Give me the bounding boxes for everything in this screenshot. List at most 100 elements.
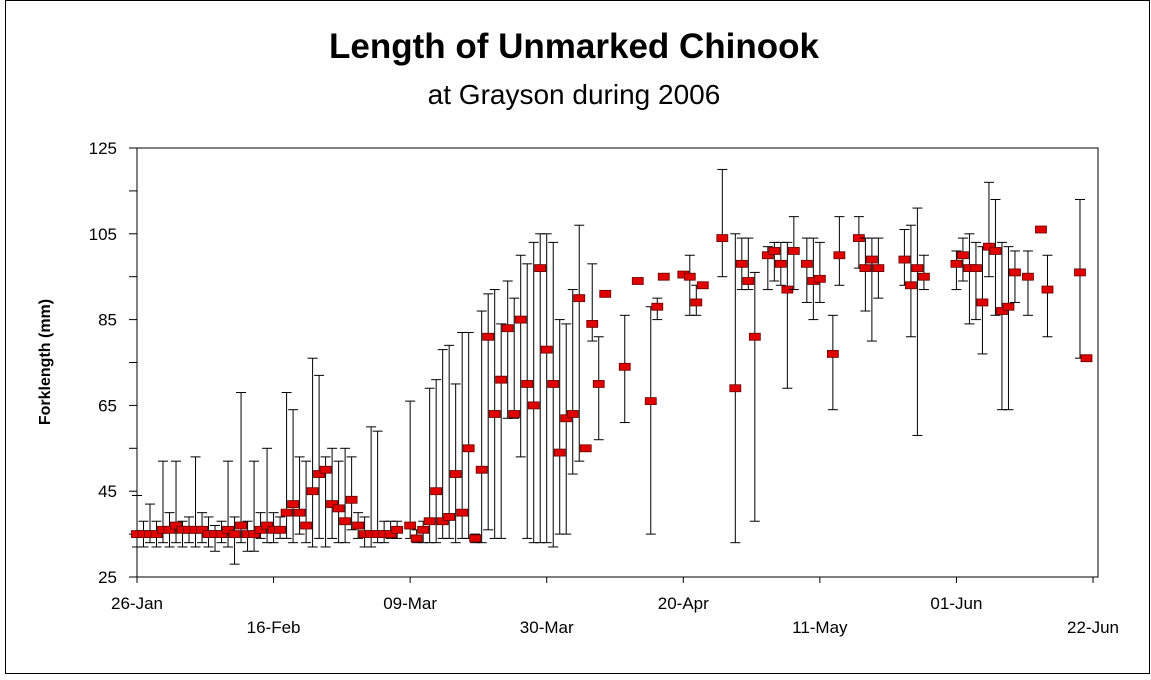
marker [599, 289, 612, 298]
marker [918, 272, 930, 281]
marker [768, 247, 781, 255]
marker [501, 324, 514, 333]
marker [566, 410, 579, 418]
marker [306, 487, 319, 496]
marker [280, 508, 293, 517]
marker [547, 380, 560, 388]
marker [618, 362, 631, 371]
marker [826, 350, 839, 358]
marker [813, 274, 826, 283]
x-tick-label: 26-Jan [111, 594, 163, 613]
marker [586, 319, 599, 328]
x-tick-label: 16-Feb [247, 618, 301, 637]
marker [228, 530, 241, 538]
marker [911, 264, 924, 273]
marker [1022, 272, 1034, 281]
marker [657, 272, 670, 281]
marker [970, 264, 982, 273]
marker [352, 521, 365, 530]
marker [404, 521, 417, 530]
marker [469, 534, 482, 543]
marker [1074, 268, 1086, 277]
marker [683, 272, 696, 281]
marker [742, 277, 755, 285]
marker [553, 448, 566, 457]
marker [222, 525, 234, 534]
marker [449, 470, 462, 478]
marker [326, 500, 339, 508]
marker [573, 294, 586, 303]
x-tick-label: 01-Jun [930, 594, 982, 613]
marker [332, 504, 345, 513]
marker [534, 264, 547, 273]
x-tick-label: 30-Mar [520, 618, 574, 637]
marker [865, 255, 878, 264]
x-tick-label: 11-May [792, 618, 848, 637]
marker [235, 521, 247, 530]
marker [761, 251, 774, 260]
marker [436, 517, 449, 526]
marker [391, 525, 404, 534]
marker [527, 401, 540, 410]
marker [150, 530, 163, 538]
marker [833, 251, 846, 260]
marker [508, 410, 521, 418]
x-tick-label: 22-Jun [1067, 618, 1119, 637]
marker [540, 345, 553, 354]
marker [410, 534, 423, 543]
marker [996, 307, 1008, 315]
marker [696, 281, 709, 290]
marker [254, 525, 267, 534]
marker [716, 234, 729, 242]
x-tick-label: 09-Mar [383, 594, 437, 613]
y-tick-label: 25 [98, 568, 117, 587]
marker [651, 302, 664, 311]
marker [293, 508, 306, 517]
marker [261, 521, 273, 530]
marker [957, 251, 969, 260]
marker [456, 508, 469, 517]
marker [690, 298, 703, 307]
chart-title: Length of Unmarked Chinook [329, 27, 820, 66]
frame [5, 0, 1150, 674]
y-tick-label: 125 [89, 139, 117, 158]
marker [345, 495, 358, 504]
marker [495, 375, 508, 384]
marker [592, 380, 605, 388]
marker [898, 255, 911, 264]
marker [560, 414, 573, 423]
marker [859, 264, 872, 273]
y-tick-label: 65 [98, 396, 117, 415]
marker [443, 513, 456, 521]
marker [787, 247, 800, 255]
marker [950, 259, 963, 268]
marker [462, 444, 475, 453]
marker [1002, 302, 1015, 311]
marker [735, 259, 748, 268]
marker [417, 525, 430, 534]
marker [774, 259, 787, 268]
marker [248, 530, 260, 538]
marker [644, 397, 657, 406]
marker [482, 332, 495, 341]
marker [423, 517, 436, 526]
y-tick-label: 85 [98, 311, 117, 330]
marker [313, 470, 325, 478]
marker [521, 380, 534, 388]
marker [384, 530, 397, 538]
marker [800, 259, 813, 268]
marker [748, 332, 761, 341]
marker [1080, 354, 1093, 363]
marker [287, 500, 299, 508]
marker [631, 277, 644, 285]
y-axis-label: Forklength (mm) [37, 299, 54, 425]
marker [274, 525, 286, 534]
x-tick-label: 20-Apr [658, 594, 709, 613]
marker [1009, 268, 1021, 277]
marker [319, 465, 332, 474]
marker [729, 384, 742, 393]
marker [579, 444, 592, 453]
marker [196, 525, 208, 534]
marker [488, 410, 501, 418]
